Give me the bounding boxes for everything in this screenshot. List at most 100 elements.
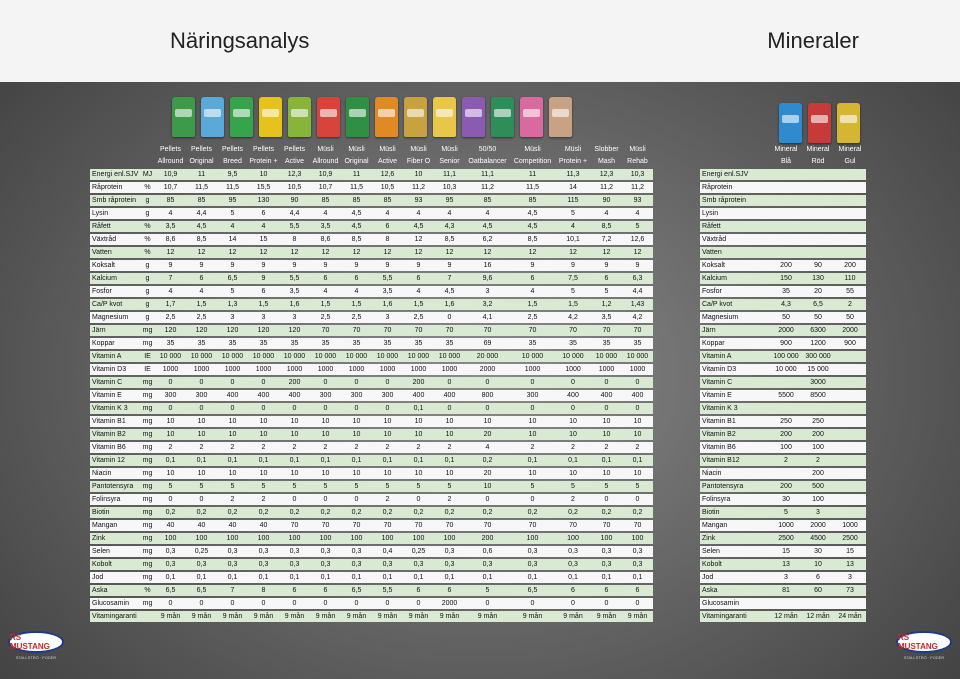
- column-header-product: Blå: [780, 158, 792, 165]
- cell-value: 0,3: [591, 559, 622, 570]
- cell-value: 0,1: [372, 572, 403, 583]
- cell-value: 1,6: [372, 299, 403, 310]
- cell-value: 0: [555, 598, 591, 609]
- cell-value: 35: [155, 338, 186, 349]
- cell-value: 10: [310, 416, 341, 427]
- cell-value: 2000: [770, 325, 802, 336]
- cell-value: 90: [279, 195, 310, 206]
- cell-value: 2: [591, 442, 622, 453]
- cell-value: 6: [434, 585, 465, 596]
- row-label: Vitamin B12: [700, 455, 770, 466]
- cell-value: 4,1: [465, 312, 510, 323]
- cell-value: 2: [372, 442, 403, 453]
- product-bag-image: [433, 97, 456, 137]
- table-row: Vitamin B2 200 200: [700, 429, 866, 440]
- row-unit: g: [140, 286, 155, 297]
- column-header-type: Mineral: [774, 146, 798, 153]
- row-label: Vitamin B1: [700, 416, 770, 427]
- cell-value: 5: [279, 481, 310, 492]
- cell-value: 12: [279, 247, 310, 258]
- cell-value: [834, 507, 866, 518]
- cell-value: 10: [591, 468, 622, 479]
- cell-value: 0,3: [555, 546, 591, 557]
- cell-value: 0: [155, 598, 186, 609]
- cell-value: 12: [622, 247, 653, 258]
- cell-value: 0,6: [465, 546, 510, 557]
- cell-value: [834, 455, 866, 466]
- cell-value: 85: [465, 195, 510, 206]
- cell-value: 0: [186, 403, 217, 414]
- cell-value: 70: [434, 520, 465, 531]
- cell-value: 1000: [510, 364, 555, 375]
- row-unit: mg: [140, 559, 155, 570]
- cell-value: 0,1: [186, 455, 217, 466]
- cell-value: 10: [372, 416, 403, 427]
- table-row: Zink mg 100 100 100 100 100 100 100 100 100 100 200 1…: [90, 533, 653, 544]
- cell-value: 5: [310, 481, 341, 492]
- cell-value: 10: [155, 468, 186, 479]
- header-spacer: [700, 145, 770, 155]
- cell-value: 85: [155, 195, 186, 206]
- cell-value: 10 000: [155, 351, 186, 362]
- cell-value: 5: [555, 286, 591, 297]
- cell-value: 3: [217, 312, 248, 323]
- cell-value: 10: [248, 429, 279, 440]
- column-header-product: Active: [377, 158, 398, 165]
- cell-value: [834, 429, 866, 440]
- cell-value: 2,5: [341, 312, 372, 323]
- cell-value: 70: [310, 325, 341, 336]
- cell-value: 4: [403, 286, 434, 297]
- cell-value: 2500: [834, 533, 866, 544]
- cell-value: 0: [591, 377, 622, 388]
- cell-value: 4: [248, 221, 279, 232]
- cell-value: 4: [510, 286, 555, 297]
- cell-value: 10: [802, 559, 834, 570]
- cell-value: 2: [555, 494, 591, 505]
- row-label: Pantotensyra: [90, 481, 140, 492]
- cell-value: 7: [217, 585, 248, 596]
- cell-value: 9,5: [217, 169, 248, 180]
- cell-value: 9: [403, 260, 434, 271]
- cell-value: 10: [186, 416, 217, 427]
- table-row: Magnesium 50 50 50: [700, 312, 866, 323]
- cell-value: [770, 221, 802, 232]
- cell-value: 0,3: [310, 546, 341, 557]
- table-row: Vitamingaranti 12 mån 12 mån 24 mån: [700, 611, 866, 622]
- column-header-product: Allround: [157, 158, 184, 165]
- cell-value: 6: [310, 273, 341, 284]
- cell-value: 69: [465, 338, 510, 349]
- cell-value: 300: [155, 390, 186, 401]
- cell-value: 35: [434, 338, 465, 349]
- table-row: Råfett% 3,5 4,5 4 4 5,5 3,5 4,5 6 4,5 4,3 4,5 4,5 4 8,…: [90, 221, 653, 232]
- cell-value: 40: [186, 520, 217, 531]
- cell-value: 0,1: [155, 572, 186, 583]
- cell-value: 70: [465, 520, 510, 531]
- cell-value: 70: [310, 520, 341, 531]
- cell-value: 500: [802, 481, 834, 492]
- cell-value: 0: [465, 494, 510, 505]
- cell-value: 400: [279, 390, 310, 401]
- row-unit: IE: [140, 351, 155, 362]
- cell-value: 100: [802, 494, 834, 505]
- cell-value: 15 000: [802, 364, 834, 375]
- table-row: Glucosamin: [700, 598, 866, 609]
- cell-value: 300: [372, 390, 403, 401]
- cell-value: 400: [434, 390, 465, 401]
- cell-value: 10,5: [279, 182, 310, 193]
- cell-value: 9 mån: [591, 611, 622, 622]
- column-header-type: Mineral: [806, 146, 830, 153]
- cell-value: 30: [770, 494, 802, 505]
- cell-value: 0: [279, 403, 310, 414]
- row-label: Mangan: [700, 520, 770, 531]
- cell-value: 0,2: [434, 507, 465, 518]
- product-bag-image: [837, 103, 860, 143]
- cell-value: 100: [217, 533, 248, 544]
- cell-value: 1,3: [217, 299, 248, 310]
- cell-value: 9: [510, 260, 555, 271]
- column-header-product: Mash: [597, 158, 616, 165]
- cell-value: 12,3: [591, 169, 622, 180]
- cell-value: 9: [248, 273, 279, 284]
- cell-value: 0,3: [591, 546, 622, 557]
- row-unit: g: [140, 208, 155, 219]
- cell-value: 2,5: [310, 312, 341, 323]
